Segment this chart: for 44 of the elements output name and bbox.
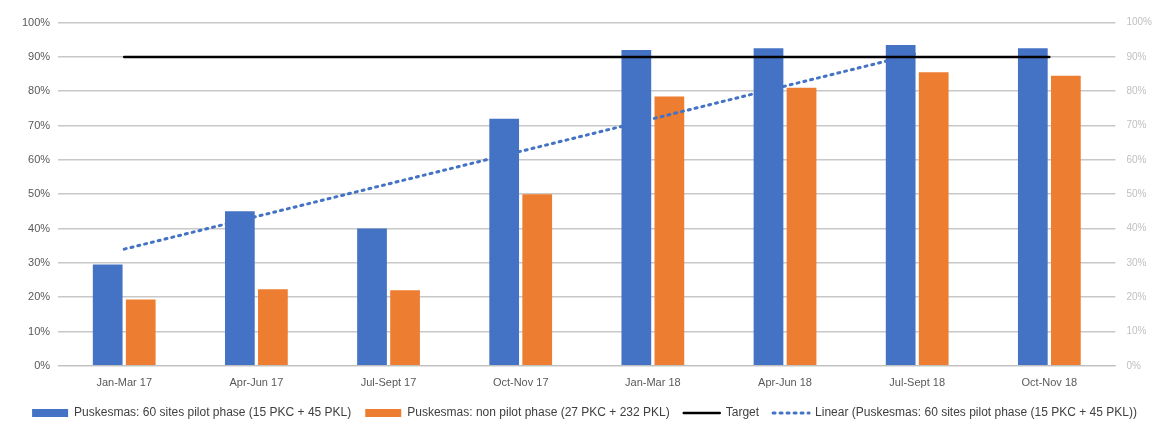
bar	[654, 96, 685, 366]
x-tick-label: Apr-Jun 18	[758, 376, 812, 389]
y-tick-label: 100%	[21, 15, 51, 28]
y2-tick-label: 60%	[1126, 153, 1147, 165]
y2-tick-label: 100%	[1126, 16, 1153, 28]
y-tick-label: 40%	[28, 221, 51, 234]
bar	[125, 299, 156, 366]
bar	[1050, 75, 1081, 366]
bar	[522, 194, 553, 366]
y-tick-label: 80%	[28, 84, 51, 97]
x-tick-label: Jan-Mar 17	[96, 376, 153, 389]
bar	[918, 72, 949, 366]
y2-tick-label: 90%	[1126, 50, 1147, 62]
y-tick-label: 10%	[28, 324, 51, 337]
legend-label: Puskesmas: non pilot phase (27 PKC + 232 PKL)	[407, 405, 670, 420]
y2-tick-label: 30%	[1126, 256, 1147, 268]
bar	[786, 87, 817, 366]
y-tick-label: 0%	[34, 358, 51, 371]
bar	[390, 290, 420, 366]
y-tick-label: 70%	[28, 118, 51, 131]
y-tick-label: 20%	[28, 290, 51, 303]
legend-label: Target	[725, 405, 760, 420]
legend-label: Puskesmas: 60 sites pilot phase (15 PKC + 45 PKL)	[74, 405, 352, 420]
bar	[92, 264, 123, 366]
y-tick-label: 50%	[28, 187, 51, 200]
x-tick-label: Apr-Jun 17	[229, 376, 284, 389]
x-tick-label: Oct-Nov 17	[492, 376, 549, 389]
y2-tick-label: 0%	[1126, 359, 1141, 371]
bar	[258, 289, 288, 366]
x-tick-label: Jul-Sept 17	[360, 376, 417, 389]
y-tick-label: 90%	[28, 49, 51, 62]
y-tick-label: 60%	[28, 152, 51, 165]
y2-tick-label: 80%	[1126, 84, 1147, 96]
legend-label: Linear (Puskesmas: 60 sites pilot phase (15 PKC + 45 PKL))	[815, 405, 1137, 420]
y2-tick-label: 20%	[1126, 290, 1147, 302]
y2-tick-label: 10%	[1126, 325, 1147, 337]
bar	[1017, 48, 1048, 366]
y2-tick-label: 50%	[1126, 187, 1147, 199]
x-tick-label: Oct-Nov 18	[1021, 376, 1078, 389]
x-tick-label: Jul-Sept 18	[889, 376, 946, 389]
y-tick-label: 30%	[28, 255, 51, 268]
y2-tick-label: 40%	[1126, 222, 1147, 234]
x-tick-label: Jan-Mar 18	[625, 376, 681, 389]
bar	[357, 228, 387, 366]
